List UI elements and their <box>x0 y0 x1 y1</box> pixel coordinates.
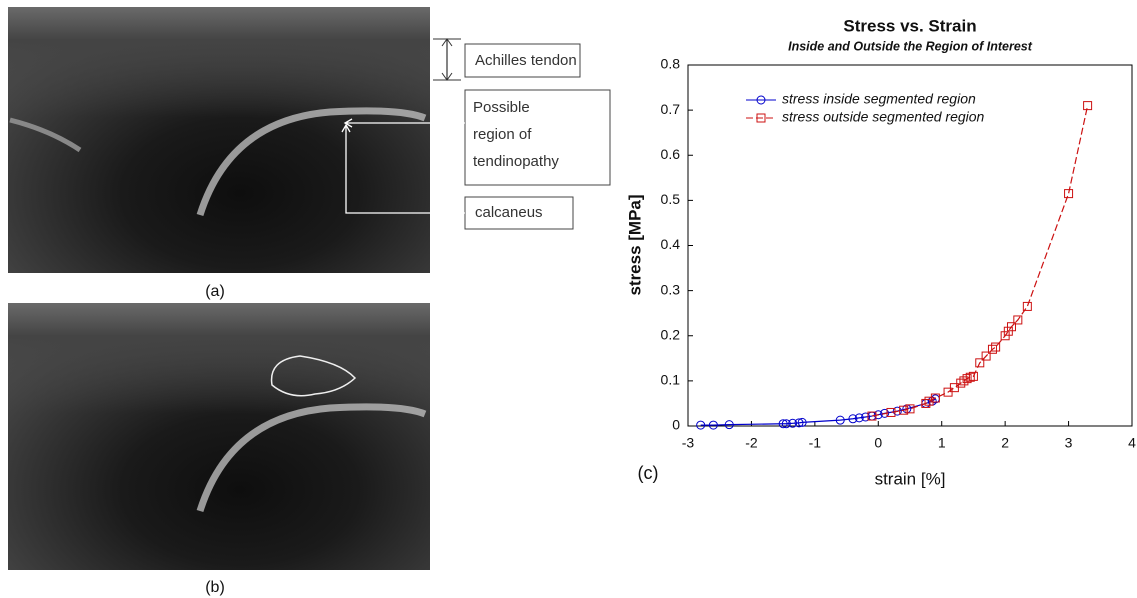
y-tick-label: 0.6 <box>661 146 681 162</box>
legend-label: stress inside segmented region <box>782 91 976 107</box>
chart-subtitle: Inside and Outside the Region of Interes… <box>788 39 1033 53</box>
y-tick-label: 0.4 <box>661 236 681 252</box>
x-tick-label: -1 <box>809 435 822 451</box>
plot-area: -3 -2 -1 0 1 2 3 4 0 0.1 0.2 0.3 0.4 0.5 0.6 0.7 0.8 stre… <box>661 56 1137 451</box>
annotation: region of <box>473 126 532 143</box>
annotation: Achilles tendon <box>475 52 577 69</box>
chart-title: Stress vs. Strain <box>843 16 976 35</box>
y-tick-label: 0 <box>672 417 680 433</box>
marker <box>1004 327 1012 335</box>
x-tick-label: 4 <box>1128 435 1136 451</box>
x-axis-label: strain [%] <box>875 469 946 488</box>
x-tick-label: 3 <box>1065 435 1073 451</box>
x-tick-label: 1 <box>938 435 946 451</box>
y-tick-label: 0.3 <box>661 281 681 297</box>
panel-label: (c) <box>638 463 659 483</box>
y-tick-label: 0.5 <box>661 191 681 207</box>
y-axis-label: stress [MPa] <box>625 194 644 295</box>
legend-label: stress outside segmented region <box>782 109 985 125</box>
marker <box>1023 302 1031 310</box>
x-tick-label: -3 <box>682 435 695 451</box>
x-tick-label: 0 <box>874 435 882 451</box>
series-line <box>872 106 1088 416</box>
ultrasound-b <box>8 303 430 570</box>
x-tick-label: 2 <box>1001 435 1009 451</box>
annotation: tendinopathy <box>473 153 559 170</box>
page: Achilles tendon Possible region of tendi… <box>0 0 1137 598</box>
figure: Achilles tendon Possible region of tendi… <box>0 0 1137 598</box>
panel-label: (b) <box>205 579 225 596</box>
panel-label: (a) <box>205 283 225 300</box>
annotation: calcaneus <box>475 204 543 221</box>
y-tick-label: 0.8 <box>661 56 681 72</box>
series-line <box>701 399 936 425</box>
y-tick-label: 0.7 <box>661 101 681 117</box>
y-tick-label: 0.2 <box>661 326 681 342</box>
y-tick-label: 0.1 <box>661 372 681 388</box>
ultrasound-a <box>8 7 430 273</box>
annotation: Possible <box>473 99 530 116</box>
x-tick-label: -2 <box>745 435 758 451</box>
